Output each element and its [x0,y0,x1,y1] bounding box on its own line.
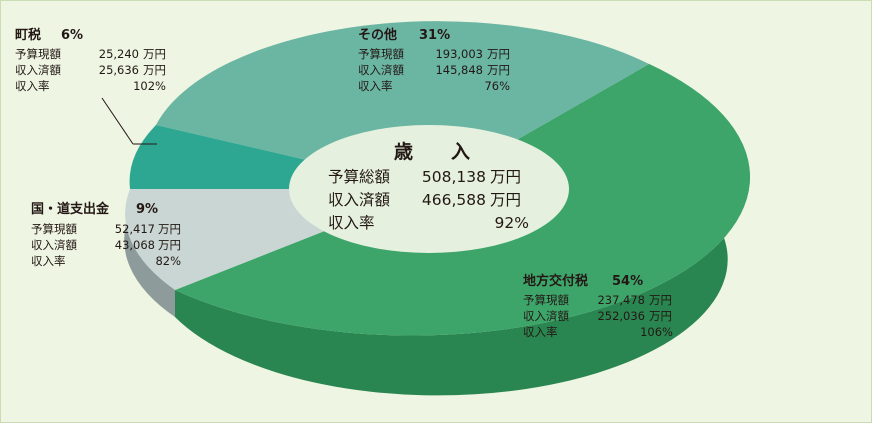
label-sonota-name: その他 [358,27,397,43]
label-kofuzei-row1-unit: 万円 [649,293,672,307]
label-sonota-percent: 31% [419,28,450,43]
label-chozei-row2-label: 収入済額 [15,63,61,77]
chozei-leader-line [101,97,134,145]
center-budget-unit: 万円 [490,168,521,186]
label-sonota-row2-amount: 145,848 [435,63,483,77]
label-kuni-row1-label: 予算現額 [31,222,77,236]
label-kuni: 国・道支出金 9% 予算現額 52,417 万円 収入済額 43,068 万円 … [31,201,181,268]
label-kofuzei-row1-label: 予算現額 [523,293,569,307]
label-kofuzei-row2-unit: 万円 [649,309,672,323]
label-kofuzei-row2-amount: 252,036 [597,309,645,323]
center-received-label: 収入済額 [328,191,390,209]
label-kuni-row2-amount: 43,068 [115,238,155,252]
label-kuni-percent: 9% [136,202,158,217]
label-chozei-name: 町税 [15,27,41,43]
label-sonota-row1-unit: 万円 [487,47,510,61]
label-kuni-row1-unit: 万円 [158,222,181,236]
label-sonota: その他 31% 予算現額 193,003 万円 収入済額 145,848 万円 … [358,27,510,93]
label-chozei-row1-label: 予算現額 [15,47,61,61]
label-sonota-row3-label: 収入率 [358,79,393,93]
center-received-amount: 466,588 [422,191,486,209]
label-chozei-row2-unit: 万円 [143,63,166,77]
label-kuni-row1-amount: 52,417 [115,222,155,236]
center-summary-ellipse [289,125,569,253]
label-chozei-row3-label: 収入率 [15,79,50,93]
label-sonota-row2-unit: 万円 [487,63,510,77]
label-chozei-row1-amount: 25,240 [99,47,139,61]
label-chozei-row1-unit: 万円 [143,47,166,61]
label-kofuzei-row2-label: 収入済額 [523,309,569,323]
center-rate-label: 収入率 [328,214,375,232]
label-chozei-percent: 6% [61,28,83,43]
label-sonota-row3-value: 76% [484,79,510,93]
label-kofuzei: 地方交付税 54% 予算現額 237,478 万円 収入済額 252,036 万… [523,273,673,339]
label-sonota-row1-amount: 193,003 [435,47,483,61]
label-chozei-row2-amount: 25,636 [99,63,139,77]
center-budget-amount: 508,138 [422,168,486,186]
label-kofuzei-row3-label: 収入率 [523,325,558,339]
slice-side-kofuzei [175,64,750,396]
label-kofuzei-row3-value: 106% [640,325,673,339]
label-kofuzei-name: 地方交付税 [523,273,588,289]
center-title: 歳 入 [394,141,470,163]
center-budget-label: 予算総額 [328,167,390,186]
label-kuni-name: 国・道支出金 [31,201,110,217]
label-kuni-row3-value: 82% [155,254,181,268]
label-sonota-row1-label: 予算現額 [358,47,404,61]
center-rate-value: 92% [495,214,529,232]
label-sonota-row2-label: 収入済額 [358,63,404,77]
label-kuni-row2-unit: 万円 [158,238,181,252]
label-kuni-row2-label: 収入済額 [31,238,77,252]
label-chozei: 町税 6% 予算現額 25,240 万円 収入済額 25,636 万円 収入率 … [15,27,166,93]
label-chozei-row3-value: 102% [133,79,166,93]
label-kuni-row3-label: 収入率 [31,254,66,268]
label-kofuzei-percent: 54% [612,274,643,289]
slice-sonota [156,21,649,190]
label-kofuzei-row1-amount: 237,478 [597,293,645,307]
center-received-unit: 万円 [490,191,521,209]
